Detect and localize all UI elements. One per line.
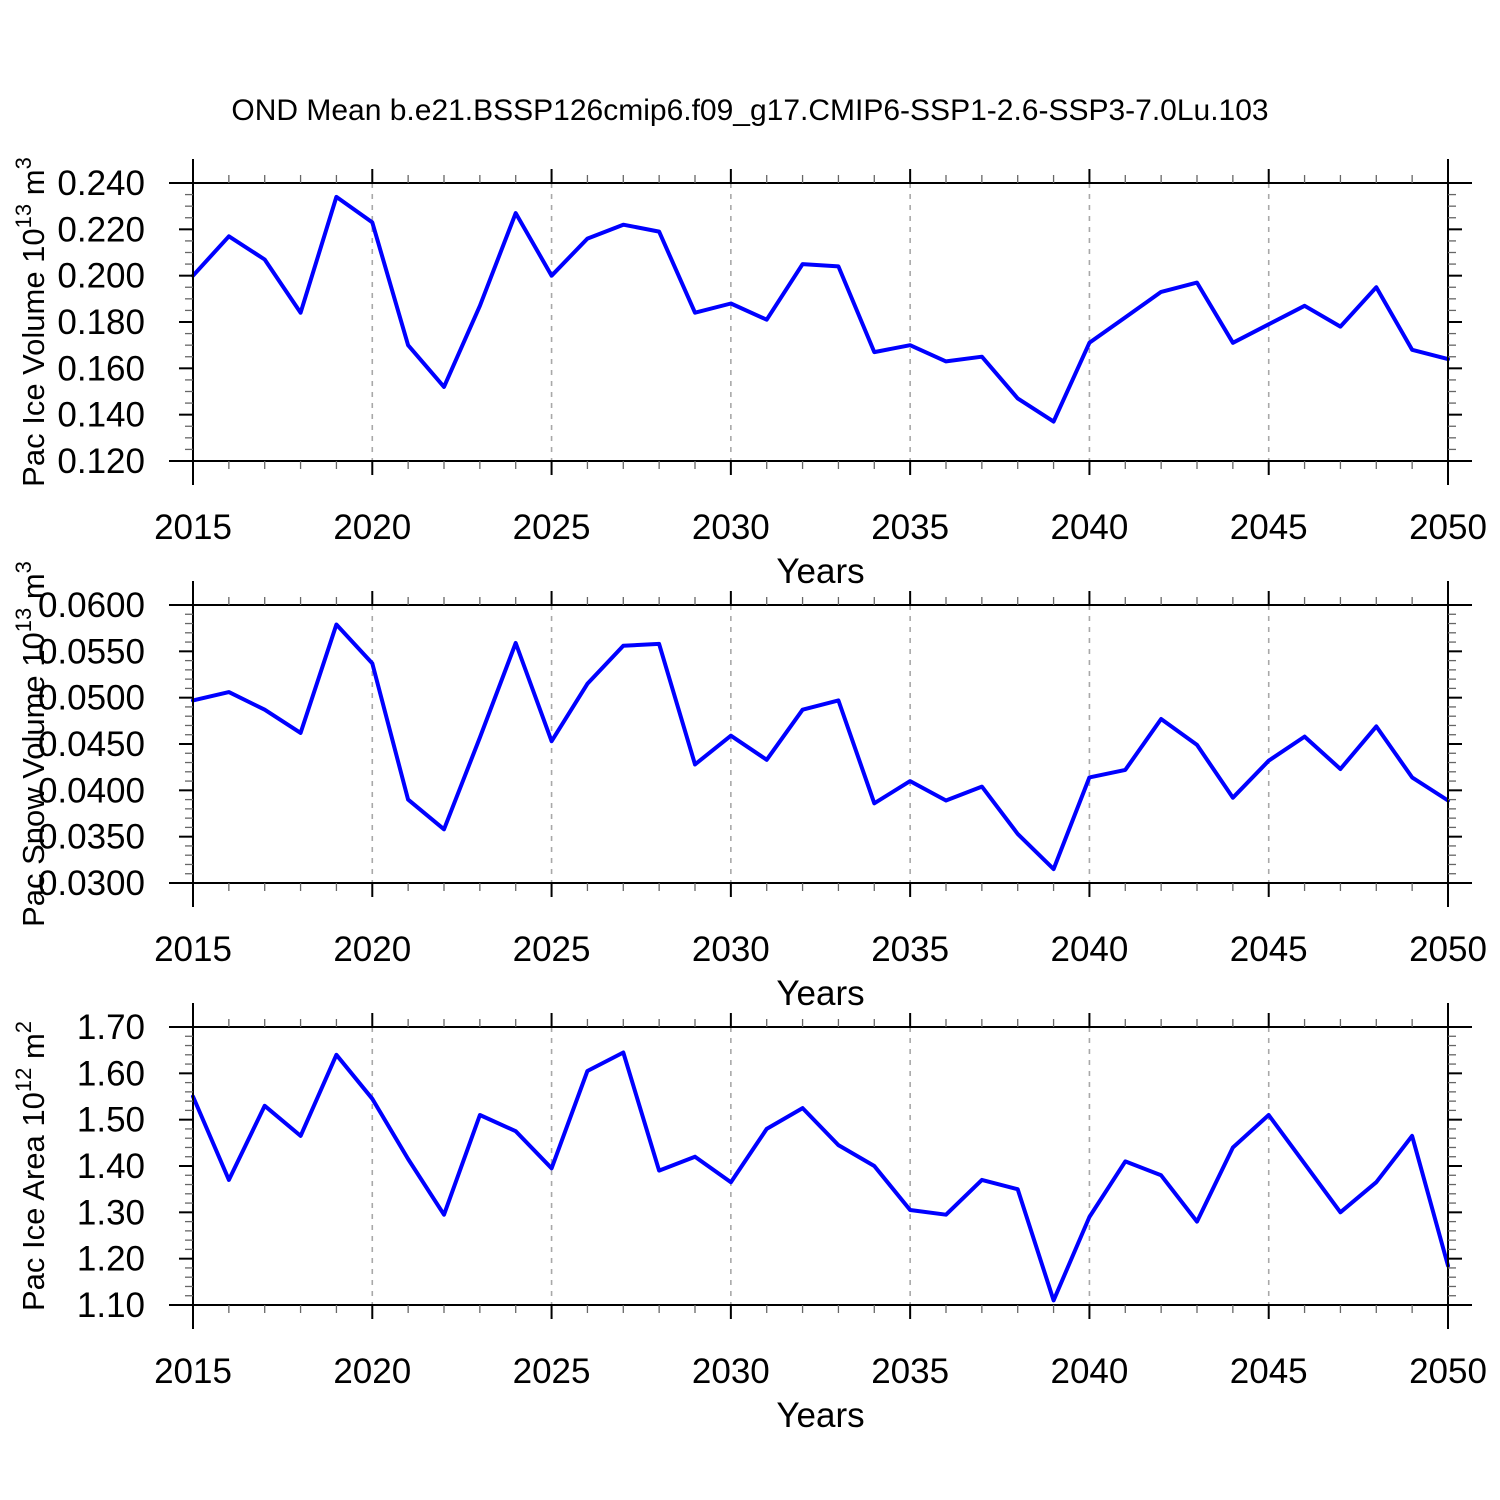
y-axis-title: Pac Ice Area 1012 m2	[11, 1021, 51, 1311]
y-axis-title: Pac Ice Volume 1013 m3	[11, 157, 51, 487]
x-tick-label: 2050	[1409, 508, 1487, 547]
y-tick-label: 0.200	[57, 257, 145, 296]
x-tick-label: 2035	[871, 930, 949, 969]
x-tick-label: 2020	[333, 508, 411, 547]
x-tick-label: 2025	[513, 508, 591, 547]
y-tick-label: 0.220	[57, 210, 145, 249]
y-tick-label: 1.50	[77, 1101, 145, 1140]
y-tick-label: 0.140	[57, 396, 145, 435]
y-tick-label: 1.20	[77, 1240, 145, 1279]
x-tick-label: 2040	[1050, 1352, 1128, 1391]
y-tick-label: 0.0400	[38, 771, 145, 810]
pac-snow-volume-chart: 0.0300 0.0350 0.0400 0.0450 0.0500 0.0550 0.06…	[11, 561, 1487, 1013]
x-tick-label: 2045	[1230, 1352, 1308, 1391]
x-tick-label: 2040	[1050, 930, 1128, 969]
x-tick-label: 2040	[1050, 508, 1128, 547]
y-axis-title: Pac Snow Volume 1013 m3	[11, 561, 51, 927]
y-tick-label: 1.30	[77, 1193, 145, 1232]
x-tick-label: 2015	[154, 508, 232, 547]
x-tick-label: 2045	[1230, 930, 1308, 969]
y-tick-label: 1.10	[77, 1286, 145, 1325]
x-tick-label: 2035	[871, 508, 949, 547]
y-tick-label: 1.70	[77, 1008, 145, 1047]
x-tick-label: 2030	[692, 930, 770, 969]
y-tick-label: 0.0300	[38, 864, 145, 903]
y-tick-label: 0.0500	[38, 679, 145, 718]
x-tick-label: 2045	[1230, 508, 1308, 547]
x-tick-label: 2015	[154, 930, 232, 969]
x-tick-label: 2015	[154, 1352, 232, 1391]
y-tick-label: 1.60	[77, 1054, 145, 1093]
y-tick-label: 0.0600	[38, 586, 145, 625]
x-axis-title: Years	[776, 1396, 864, 1435]
y-tick-label: 0.0450	[38, 725, 145, 764]
x-axis-title: Years	[776, 552, 864, 591]
data-line	[191, 1050, 1450, 1303]
data-line	[191, 194, 1450, 424]
y-tick-label: 0.180	[57, 303, 145, 342]
x-tick-label: 2020	[333, 930, 411, 969]
y-tick-label: 0.0550	[38, 632, 145, 671]
figure-title: OND Mean b.e21.BSSP126cmip6.f09_g17.CMIP…	[231, 94, 1269, 127]
y-tick-label: 0.240	[57, 164, 145, 203]
y-tick-label: 0.120	[57, 442, 145, 481]
y-tick-label: 1.40	[77, 1147, 145, 1186]
pac-ice-volume-chart: 0.120 0.140 0.160 0.180 0.200 0.220 0.240 2015 2…	[11, 157, 1487, 591]
x-tick-label: 2050	[1409, 1352, 1487, 1391]
x-tick-label: 2025	[513, 930, 591, 969]
y-tick-label: 0.0350	[38, 818, 145, 857]
x-tick-label: 2025	[513, 1352, 591, 1391]
x-tick-label: 2030	[692, 1352, 770, 1391]
x-tick-label: 2050	[1409, 930, 1487, 969]
data-line	[191, 622, 1450, 872]
x-tick-label: 2035	[871, 1352, 949, 1391]
x-tick-label: 2020	[333, 1352, 411, 1391]
x-tick-label: 2030	[692, 508, 770, 547]
x-axis-title: Years	[776, 974, 864, 1013]
pac-ice-area-chart: 1.10 1.20 1.30 1.40 1.50 1.60 1.70 2015 2020 2025…	[11, 1003, 1487, 1435]
y-tick-label: 0.160	[57, 349, 145, 388]
